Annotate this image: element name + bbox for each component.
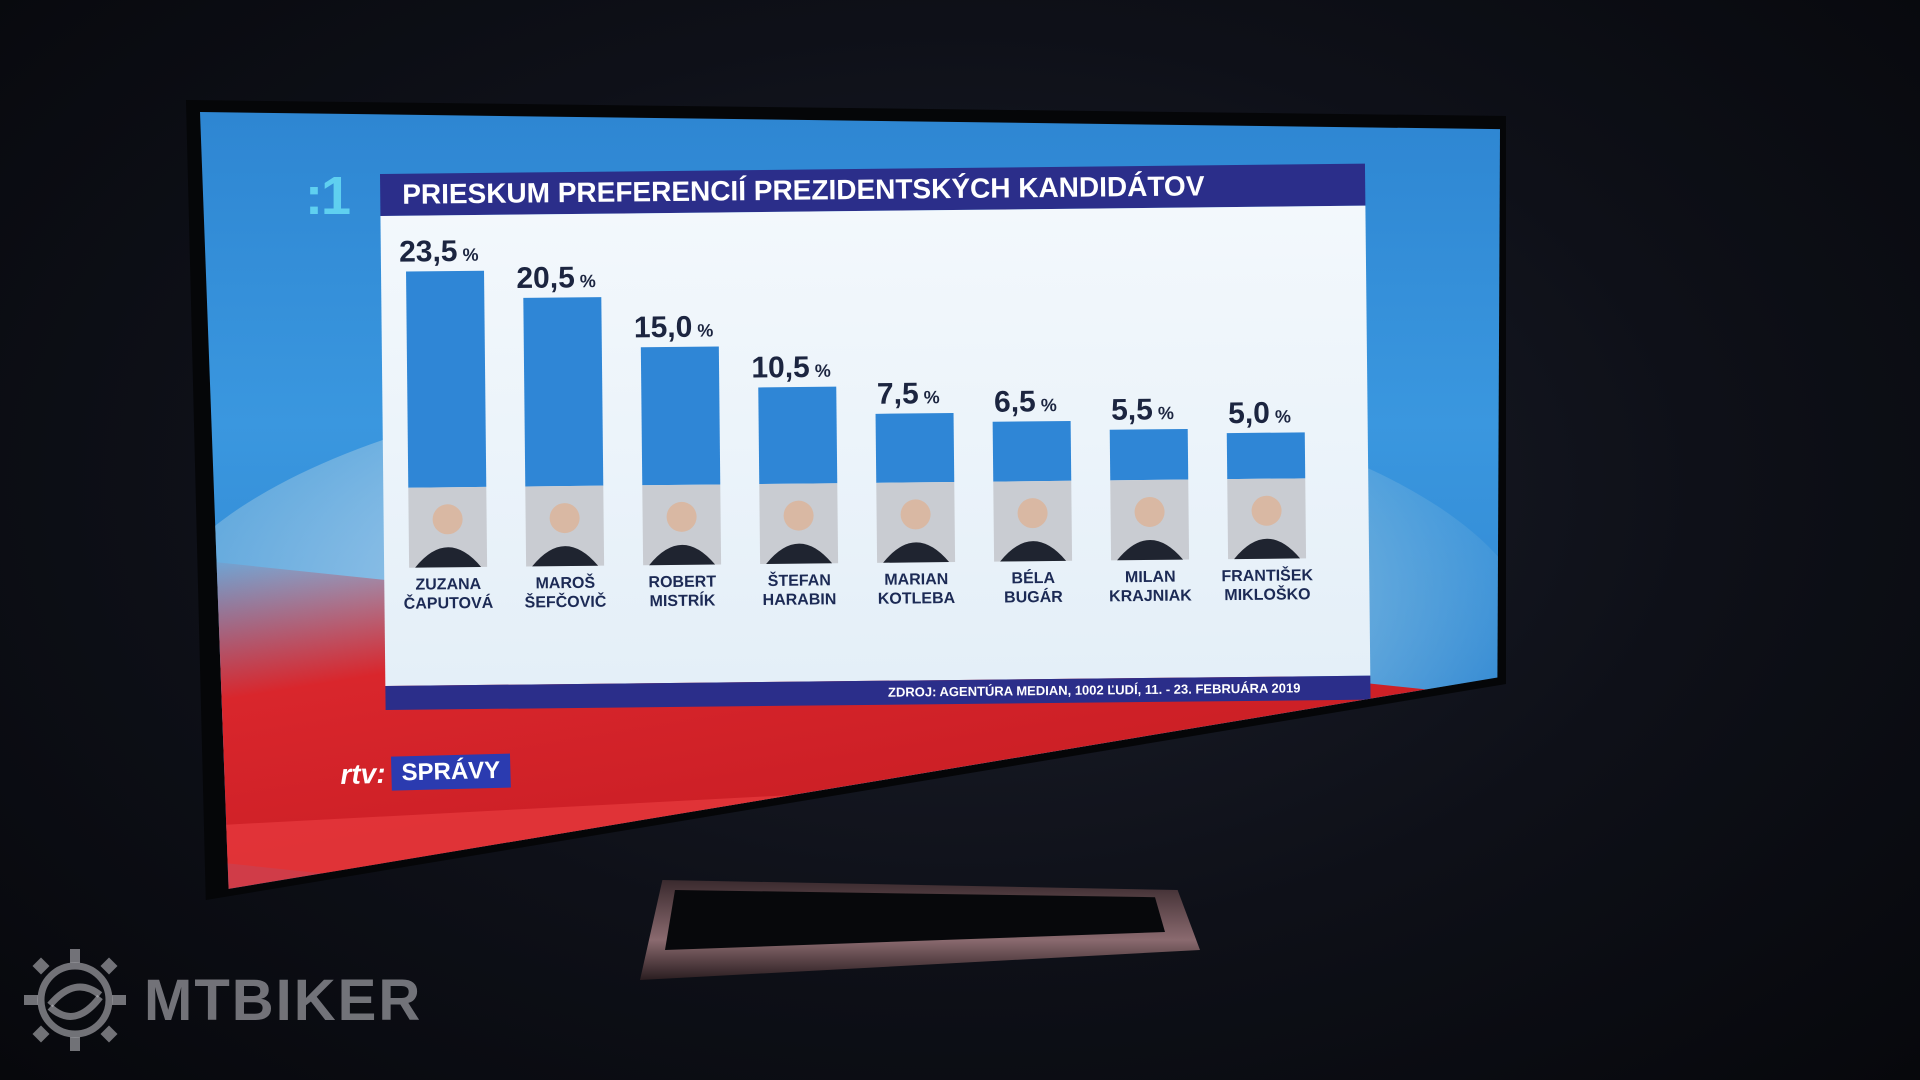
category-label: ZUZANA <box>415 576 481 594</box>
data-label: 5,0% <box>1228 396 1291 430</box>
category-label: KRAJNIAK <box>1109 588 1192 606</box>
data-label: 7,5% <box>877 377 940 411</box>
portrait-head <box>549 503 580 534</box>
portrait-head <box>432 504 463 535</box>
bar <box>758 386 838 485</box>
bar <box>875 413 955 483</box>
spravy-label: SPRÁVY <box>391 753 511 791</box>
category-label: BUGÁR <box>1004 587 1063 607</box>
category-label: KOTLEBA <box>878 590 956 608</box>
chart-panel: PRIESKUM PREFERENCIÍ PREZIDENTSKÝCH KAND… <box>380 163 1371 729</box>
channel-logo: :1 <box>305 166 351 226</box>
bar <box>406 270 487 488</box>
portrait-head <box>1251 495 1282 526</box>
portrait-head <box>900 499 931 530</box>
data-label: 6,5% <box>994 385 1057 419</box>
portrait-head <box>666 501 697 532</box>
data-label: 5,5% <box>1111 393 1174 427</box>
data-label: 23,5% <box>399 235 479 269</box>
news-tag: rtv: SPRÁVY <box>340 753 511 792</box>
category-label: BÉLA <box>1011 568 1055 587</box>
category-label: MIKLOŠKO <box>1224 584 1310 604</box>
category-label: MILAN <box>1125 569 1176 587</box>
bar <box>992 420 1072 482</box>
gear-icon <box>24 949 126 1051</box>
category-label: MARIAN <box>884 571 948 589</box>
chart-body: 23,5% ZUZANA ČAPUTOVÁ 20,5% MAROŠ ŠEFČOVIČ 15,… <box>380 205 1371 686</box>
watermark-text: MTBIKER <box>144 967 423 1033</box>
category-label: FRANTIŠEK <box>1221 565 1313 585</box>
category-label: ŠTEFAN <box>768 570 831 590</box>
portrait-body <box>883 542 950 563</box>
portrait-body <box>1000 541 1067 562</box>
category-label: HARABIN <box>763 591 837 609</box>
watermark: MTBIKER <box>20 945 422 1055</box>
category-label: ROBERT <box>648 574 716 592</box>
bar <box>1226 432 1306 480</box>
bar <box>523 297 604 487</box>
portrait-body <box>532 546 599 567</box>
portrait-body <box>649 544 716 566</box>
category-label: MISTRÍK <box>649 591 715 611</box>
portrait-body <box>415 547 482 568</box>
data-label: 15,0% <box>634 311 714 345</box>
portrait-head <box>783 500 814 531</box>
portrait-body <box>766 543 833 564</box>
rtv-logo: rtv: <box>340 757 386 790</box>
data-label: 20,5% <box>516 261 596 295</box>
bar <box>1109 428 1189 481</box>
portrait-body <box>1234 538 1301 560</box>
portrait-head <box>1017 498 1048 529</box>
bar <box>640 346 721 486</box>
portrait-body <box>1117 539 1184 561</box>
portrait-head <box>1134 496 1165 527</box>
category-label: ČAPUTOVÁ <box>404 593 494 613</box>
data-label: 10,5% <box>751 351 831 385</box>
category-label: ŠEFČOVIČ <box>524 592 606 612</box>
category-label: MAROŠ <box>535 573 595 593</box>
